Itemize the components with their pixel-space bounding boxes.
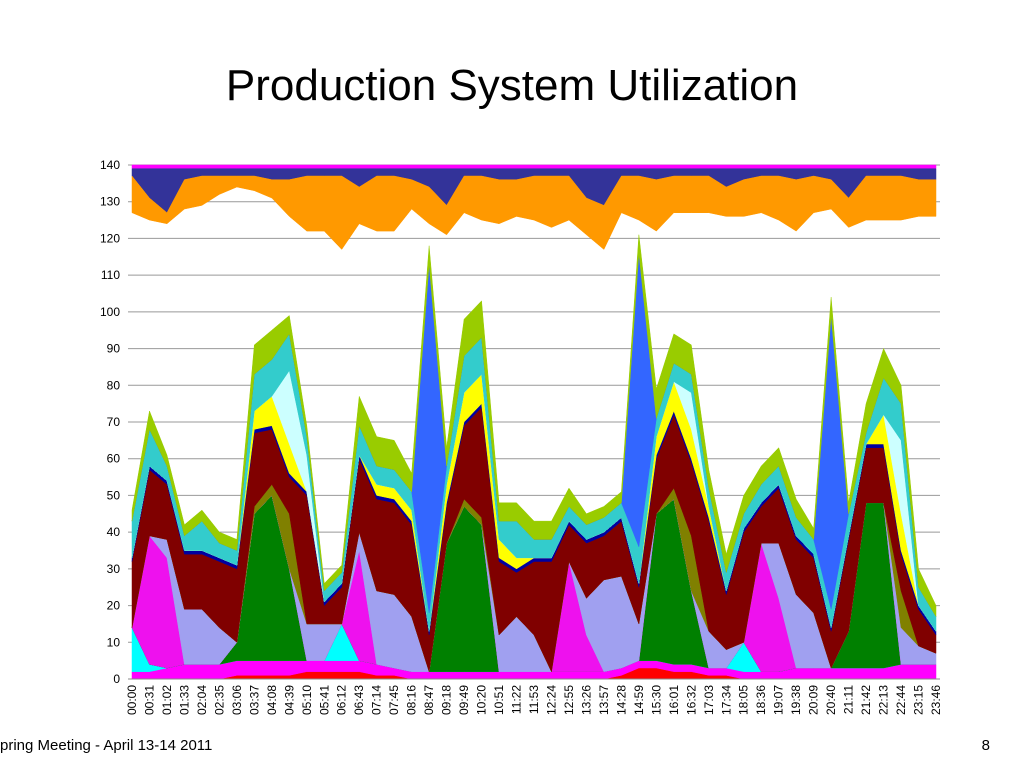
x-tick-label: 05:41 <box>317 685 331 715</box>
x-tick-label: 15:30 <box>649 685 663 715</box>
x-tick-label: 13:57 <box>597 685 611 715</box>
x-tick-label: 16:01 <box>667 685 681 715</box>
y-tick-label: 110 <box>101 268 120 282</box>
x-tick-label: 09:49 <box>457 685 471 715</box>
x-tick-label: 02:04 <box>195 685 209 715</box>
x-tick-label: 10:51 <box>492 685 506 715</box>
y-tick-label: 80 <box>107 378 121 392</box>
y-tick-label: 120 <box>100 231 120 245</box>
x-tick-label: 04:08 <box>265 685 279 715</box>
x-tick-label: 09:18 <box>440 685 454 715</box>
y-tick-label: 90 <box>107 342 121 356</box>
x-tick-label: 00:00 <box>125 685 139 715</box>
x-tick-label: 16:32 <box>684 685 698 715</box>
x-tick-label: 13:26 <box>579 685 593 715</box>
x-tick-label: 19:38 <box>789 685 803 715</box>
y-tick-label: 30 <box>107 562 121 576</box>
x-tick-label: 03:37 <box>247 685 261 715</box>
x-tick-label: 12:55 <box>562 685 576 715</box>
x-tick-label: 01:02 <box>160 685 174 715</box>
x-tick-label: 14:59 <box>632 685 646 715</box>
x-tick-label: 23:46 <box>929 685 943 715</box>
x-tick-label: 23:15 <box>912 685 926 715</box>
x-tick-label: 00:31 <box>142 685 156 715</box>
y-tick-label: 0 <box>113 672 120 686</box>
x-tick-label: 04:39 <box>282 685 296 715</box>
x-tick-label: 01:33 <box>177 685 191 715</box>
y-tick-label: 50 <box>107 488 121 502</box>
y-tick-label: 40 <box>107 525 121 539</box>
x-tick-label: 07:14 <box>370 685 384 715</box>
x-tick-label: 03:06 <box>230 685 244 715</box>
x-tick-label: 06:43 <box>352 685 366 715</box>
x-tick-label: 19:07 <box>772 685 786 715</box>
x-tick-label: 20:40 <box>824 685 838 715</box>
x-tick-label: 08:47 <box>422 685 436 715</box>
x-tick-label: 20:09 <box>807 685 821 715</box>
slide-title: Production System Utilization <box>226 61 798 110</box>
x-tick-label: 11:22 <box>510 685 524 714</box>
y-tick-label: 60 <box>107 452 121 466</box>
x-tick-label: 14:28 <box>614 685 628 715</box>
x-tick-label: 05:10 <box>300 685 314 715</box>
area-series <box>131 175 937 250</box>
x-tick-label: 18:05 <box>737 685 751 715</box>
x-tick-label: 06:12 <box>335 685 349 715</box>
page-number: 8 <box>982 737 990 754</box>
x-tick-label: 22:44 <box>894 685 908 715</box>
y-tick-label: 100 <box>100 305 120 319</box>
x-tick-label: 10:20 <box>475 685 489 715</box>
footer-text: pring Meeting - April 13-14 2011 <box>0 737 212 754</box>
area-series <box>131 164 937 169</box>
x-tick-label: 22:13 <box>877 685 891 715</box>
x-tick-label: 08:16 <box>405 685 419 715</box>
x-tick-label: 12:24 <box>544 685 558 715</box>
x-tick-label: 21:42 <box>859 685 873 715</box>
x-tick-label: 17:34 <box>719 685 733 715</box>
y-tick-label: 70 <box>107 415 121 429</box>
x-tick-label: 11:53 <box>527 685 541 714</box>
x-tick-label: 07:45 <box>387 685 401 715</box>
y-tick-label: 130 <box>100 195 120 209</box>
x-tick-label: 21:11 <box>842 685 856 714</box>
y-tick-label: 140 <box>100 158 120 172</box>
x-tick-label: 18:36 <box>754 685 768 715</box>
x-tick-label: 02:35 <box>212 685 226 715</box>
y-tick-label: 10 <box>107 635 121 649</box>
area-series <box>131 234 937 618</box>
x-tick-label: 17:03 <box>702 685 716 715</box>
y-tick-label: 20 <box>107 599 121 613</box>
